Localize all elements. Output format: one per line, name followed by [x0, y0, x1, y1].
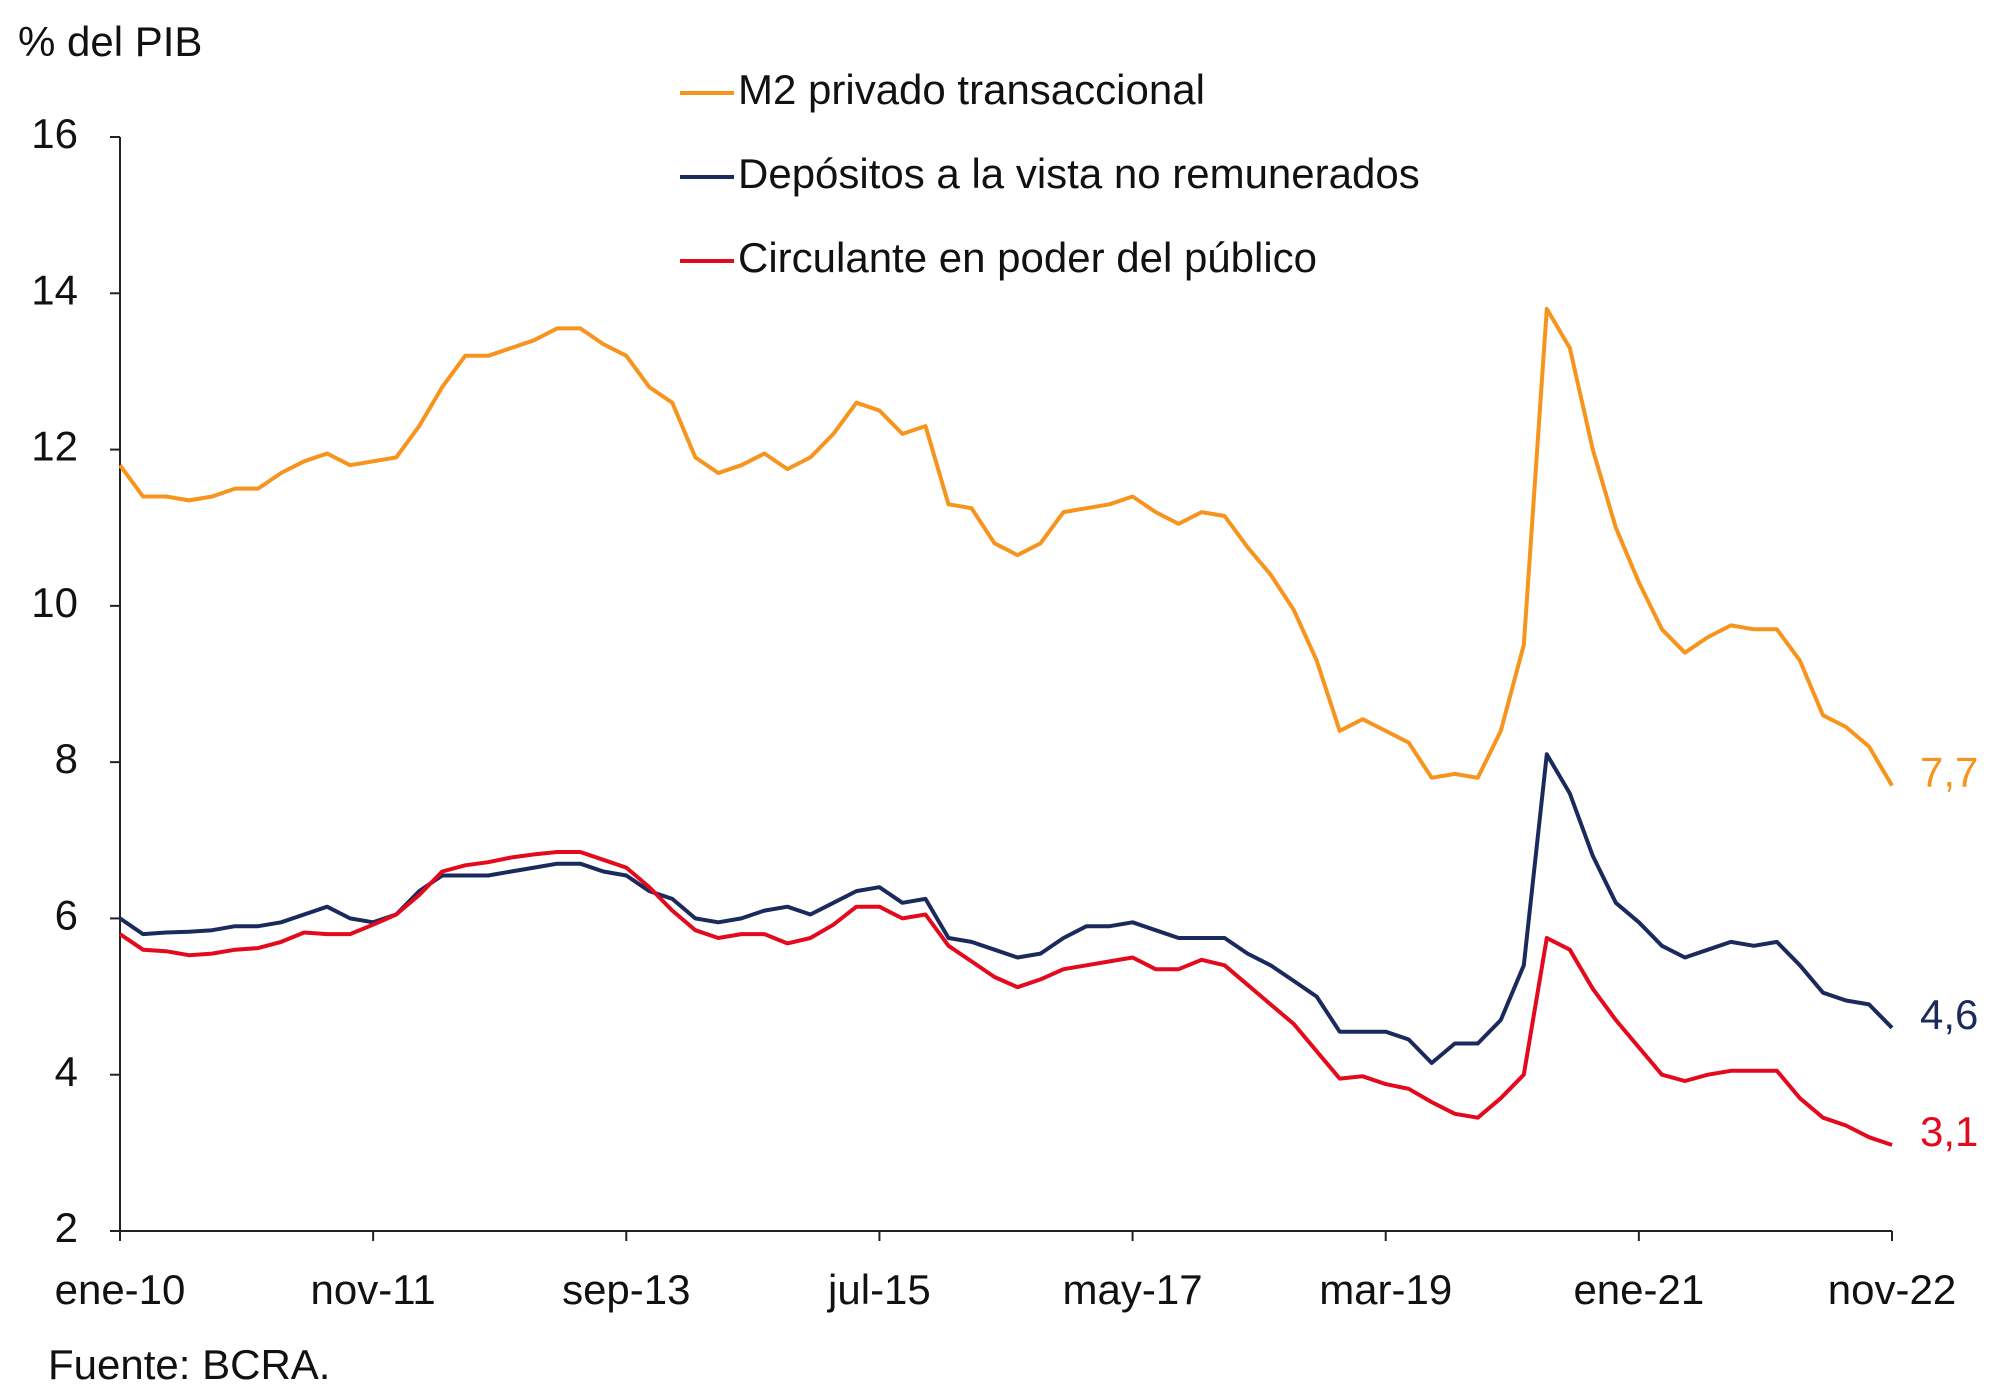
end-value-label: 4,6: [1920, 991, 1978, 1038]
legend-label: Depósitos a la vista no remunerados: [738, 150, 1420, 197]
line-series: [118, 306, 1894, 787]
x-tick-label: sep-13: [562, 1266, 690, 1313]
x-tick-label: jul-15: [826, 1266, 931, 1313]
x-tick-label: nov-11: [310, 1266, 435, 1313]
line-series: [118, 752, 1894, 1065]
x-tick-label: nov-22: [1828, 1266, 1956, 1313]
legend-label: M2 privado transaccional: [738, 66, 1205, 113]
end-value-label: 3,1: [1920, 1108, 1978, 1155]
x-tick-label: ene-21: [1573, 1266, 1704, 1313]
y-axis-label: % del PIB: [18, 18, 202, 65]
y-tick-label: 10: [31, 579, 78, 626]
y-tick-label: 14: [31, 266, 78, 313]
x-tick-label: mar-19: [1319, 1266, 1452, 1313]
y-tick-label: 16: [31, 110, 78, 157]
line-series: [118, 850, 1893, 1147]
y-tick-label: 6: [55, 892, 78, 939]
y-tick-label: 12: [31, 423, 78, 470]
end-value-label: 7,7: [1920, 749, 1978, 796]
x-tick-label: ene-10: [55, 1266, 186, 1313]
y-tick-label: 2: [55, 1204, 78, 1251]
source-note: Fuente: BCRA.: [48, 1341, 330, 1388]
y-tick-label: 8: [55, 735, 78, 782]
x-tick-label: may-17: [1063, 1266, 1203, 1313]
y-tick-label: 4: [55, 1048, 78, 1095]
legend-label: Circulante en poder del público: [738, 234, 1317, 281]
